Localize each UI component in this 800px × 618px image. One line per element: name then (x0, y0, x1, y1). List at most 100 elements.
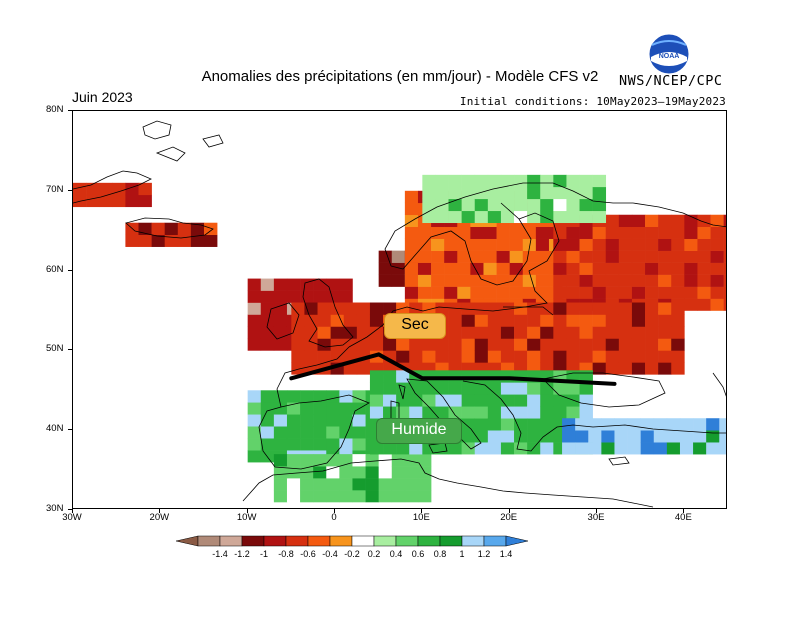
lat-label: 40N (46, 423, 64, 435)
anomaly-cell (579, 226, 593, 239)
agency-label: NWS/NCEP/CPC (619, 73, 723, 89)
anomaly-cell (514, 394, 528, 407)
anomaly-cell (631, 262, 646, 275)
anomaly-cell (645, 314, 659, 327)
anomaly-cell (658, 326, 672, 339)
lon-tick (683, 509, 685, 513)
anomaly-cell (710, 214, 724, 228)
anomaly-cell (579, 174, 593, 188)
anomaly-cell (444, 286, 458, 299)
legend-swatch (307, 535, 331, 547)
anomaly-cell (396, 370, 410, 383)
lon-label: 30E (587, 512, 605, 523)
anomaly-cell (540, 314, 554, 327)
anomaly-cell (658, 302, 672, 315)
anomaly-cell (300, 278, 314, 291)
anomaly-cell (496, 286, 510, 299)
anomaly-cell (614, 418, 628, 431)
anomaly-cell (273, 278, 288, 291)
anomaly-cell (509, 286, 524, 299)
anomaly-cell (470, 274, 484, 287)
anomaly-cell (369, 394, 384, 407)
anomaly-cell (671, 274, 685, 287)
anomaly-cell (352, 466, 366, 479)
anomaly-cell (605, 326, 620, 339)
noaa-logo-text: NOAA (659, 53, 680, 60)
anomaly-cell (487, 210, 502, 224)
anomaly-cell (671, 226, 685, 239)
anomaly-cell (391, 454, 406, 467)
anomaly-cell (540, 406, 554, 419)
anomaly-cell (509, 274, 524, 287)
anomaly-cell (592, 262, 607, 275)
legend-label: 0.2 (368, 549, 381, 559)
anomaly-cell (352, 490, 366, 503)
anomaly-cell (535, 250, 550, 263)
anomaly-cell (391, 262, 406, 275)
anomaly-cell (627, 430, 641, 443)
anomaly-cell (592, 274, 607, 287)
anomaly-cell (562, 442, 576, 455)
lat-tick (68, 269, 72, 271)
anomaly-cell (352, 454, 366, 467)
anomaly-cell (383, 382, 397, 395)
anomaly-cell (99, 182, 113, 196)
anomaly-cell (693, 430, 707, 443)
anomaly-cell (470, 238, 484, 251)
anomaly-cell (291, 350, 305, 363)
anomaly-cell (326, 490, 340, 503)
coastline-italy (406, 378, 482, 450)
anomaly-cell (487, 338, 502, 351)
anomaly-cell (671, 362, 685, 375)
anomaly-cell (631, 350, 646, 363)
lon-tick (334, 509, 335, 513)
anomaly-cell (461, 442, 476, 455)
anomaly-cell (409, 442, 423, 455)
anomaly-cell (566, 226, 580, 239)
anomaly-cell (514, 186, 528, 200)
anomaly-cell (540, 418, 554, 431)
anomaly-cell (369, 326, 384, 339)
anomaly-cell (391, 274, 406, 287)
anomaly-cell (579, 382, 593, 395)
anomaly-cell (461, 314, 476, 327)
anomaly-cell (273, 402, 288, 415)
anomaly-cell (514, 418, 528, 431)
anomaly-cell (627, 442, 641, 455)
anomaly-cell (365, 490, 379, 503)
anomaly-cell (566, 302, 580, 315)
anomaly-cell (330, 350, 345, 363)
anomaly-cell (684, 274, 698, 287)
anomaly-cell (566, 406, 580, 419)
anomaly-cell (431, 286, 445, 299)
anomaly-cell (679, 418, 694, 431)
anomaly-cell (461, 394, 476, 407)
anomaly-cell (457, 262, 471, 275)
anomaly-cell (448, 302, 462, 315)
anomaly-cell (514, 338, 528, 351)
coastline-arctic-islands (155, 134, 224, 162)
anomaly-cell (592, 210, 607, 224)
anomaly-cell (383, 302, 397, 315)
anomaly-cell (300, 438, 314, 451)
anomaly-cell (562, 418, 576, 431)
anomaly-cell (461, 326, 476, 339)
lat-tick (68, 110, 72, 111)
anomaly-cell (719, 418, 726, 431)
initial-conditions: Initial conditions: 10May2023–19May2023 (459, 95, 726, 108)
anomaly-cell (273, 302, 288, 315)
anomaly-cell (461, 186, 476, 200)
anomaly-cell (313, 438, 327, 451)
anomaly-cell (356, 362, 371, 375)
legend-label: -0.8 (278, 549, 294, 559)
anomaly-cell (605, 214, 620, 228)
legend-arrow-right (505, 535, 529, 547)
anomaly-cell (588, 430, 602, 443)
anomaly-cell (653, 430, 668, 443)
anomaly-cell (592, 314, 607, 327)
anomaly-cell (448, 394, 462, 407)
anomaly-cell (553, 406, 567, 419)
anomaly-cell (723, 298, 726, 311)
anomaly-cell (540, 326, 554, 339)
anomaly-cell (514, 302, 528, 315)
